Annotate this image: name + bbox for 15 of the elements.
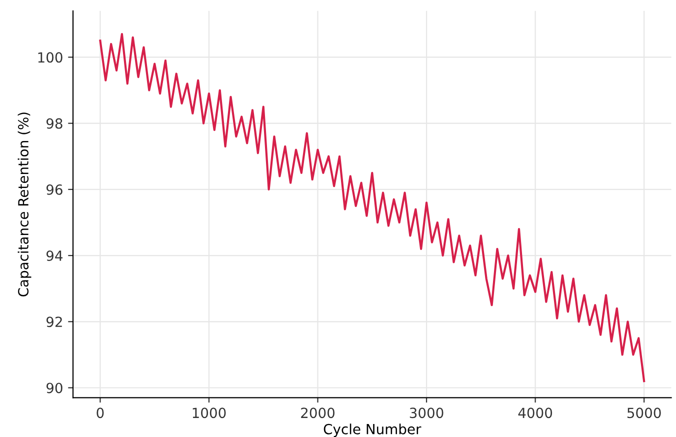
line-series: [99, 33, 646, 382]
x-tick-label: 3000: [410, 408, 444, 418]
x-tick-label: 2000: [301, 408, 334, 418]
y-tick-label: 92: [46, 316, 62, 328]
x-tick-label: 0: [96, 408, 104, 418]
y-axis-title: Capacitance Retention (%): [18, 112, 32, 296]
x-tick-label: 1000: [192, 408, 226, 418]
x-tick-label: 5000: [627, 408, 661, 418]
y-tick-label: 100: [38, 52, 62, 63]
y-tick-label: 98: [46, 118, 62, 129]
x-axis-title: Cycle Number: [324, 424, 422, 437]
y-tick-label: 94: [46, 250, 63, 262]
x-tick-label: 4000: [518, 408, 552, 418]
y-tick-label: 96: [46, 184, 62, 195]
y-tick-label: 90: [46, 382, 62, 394]
